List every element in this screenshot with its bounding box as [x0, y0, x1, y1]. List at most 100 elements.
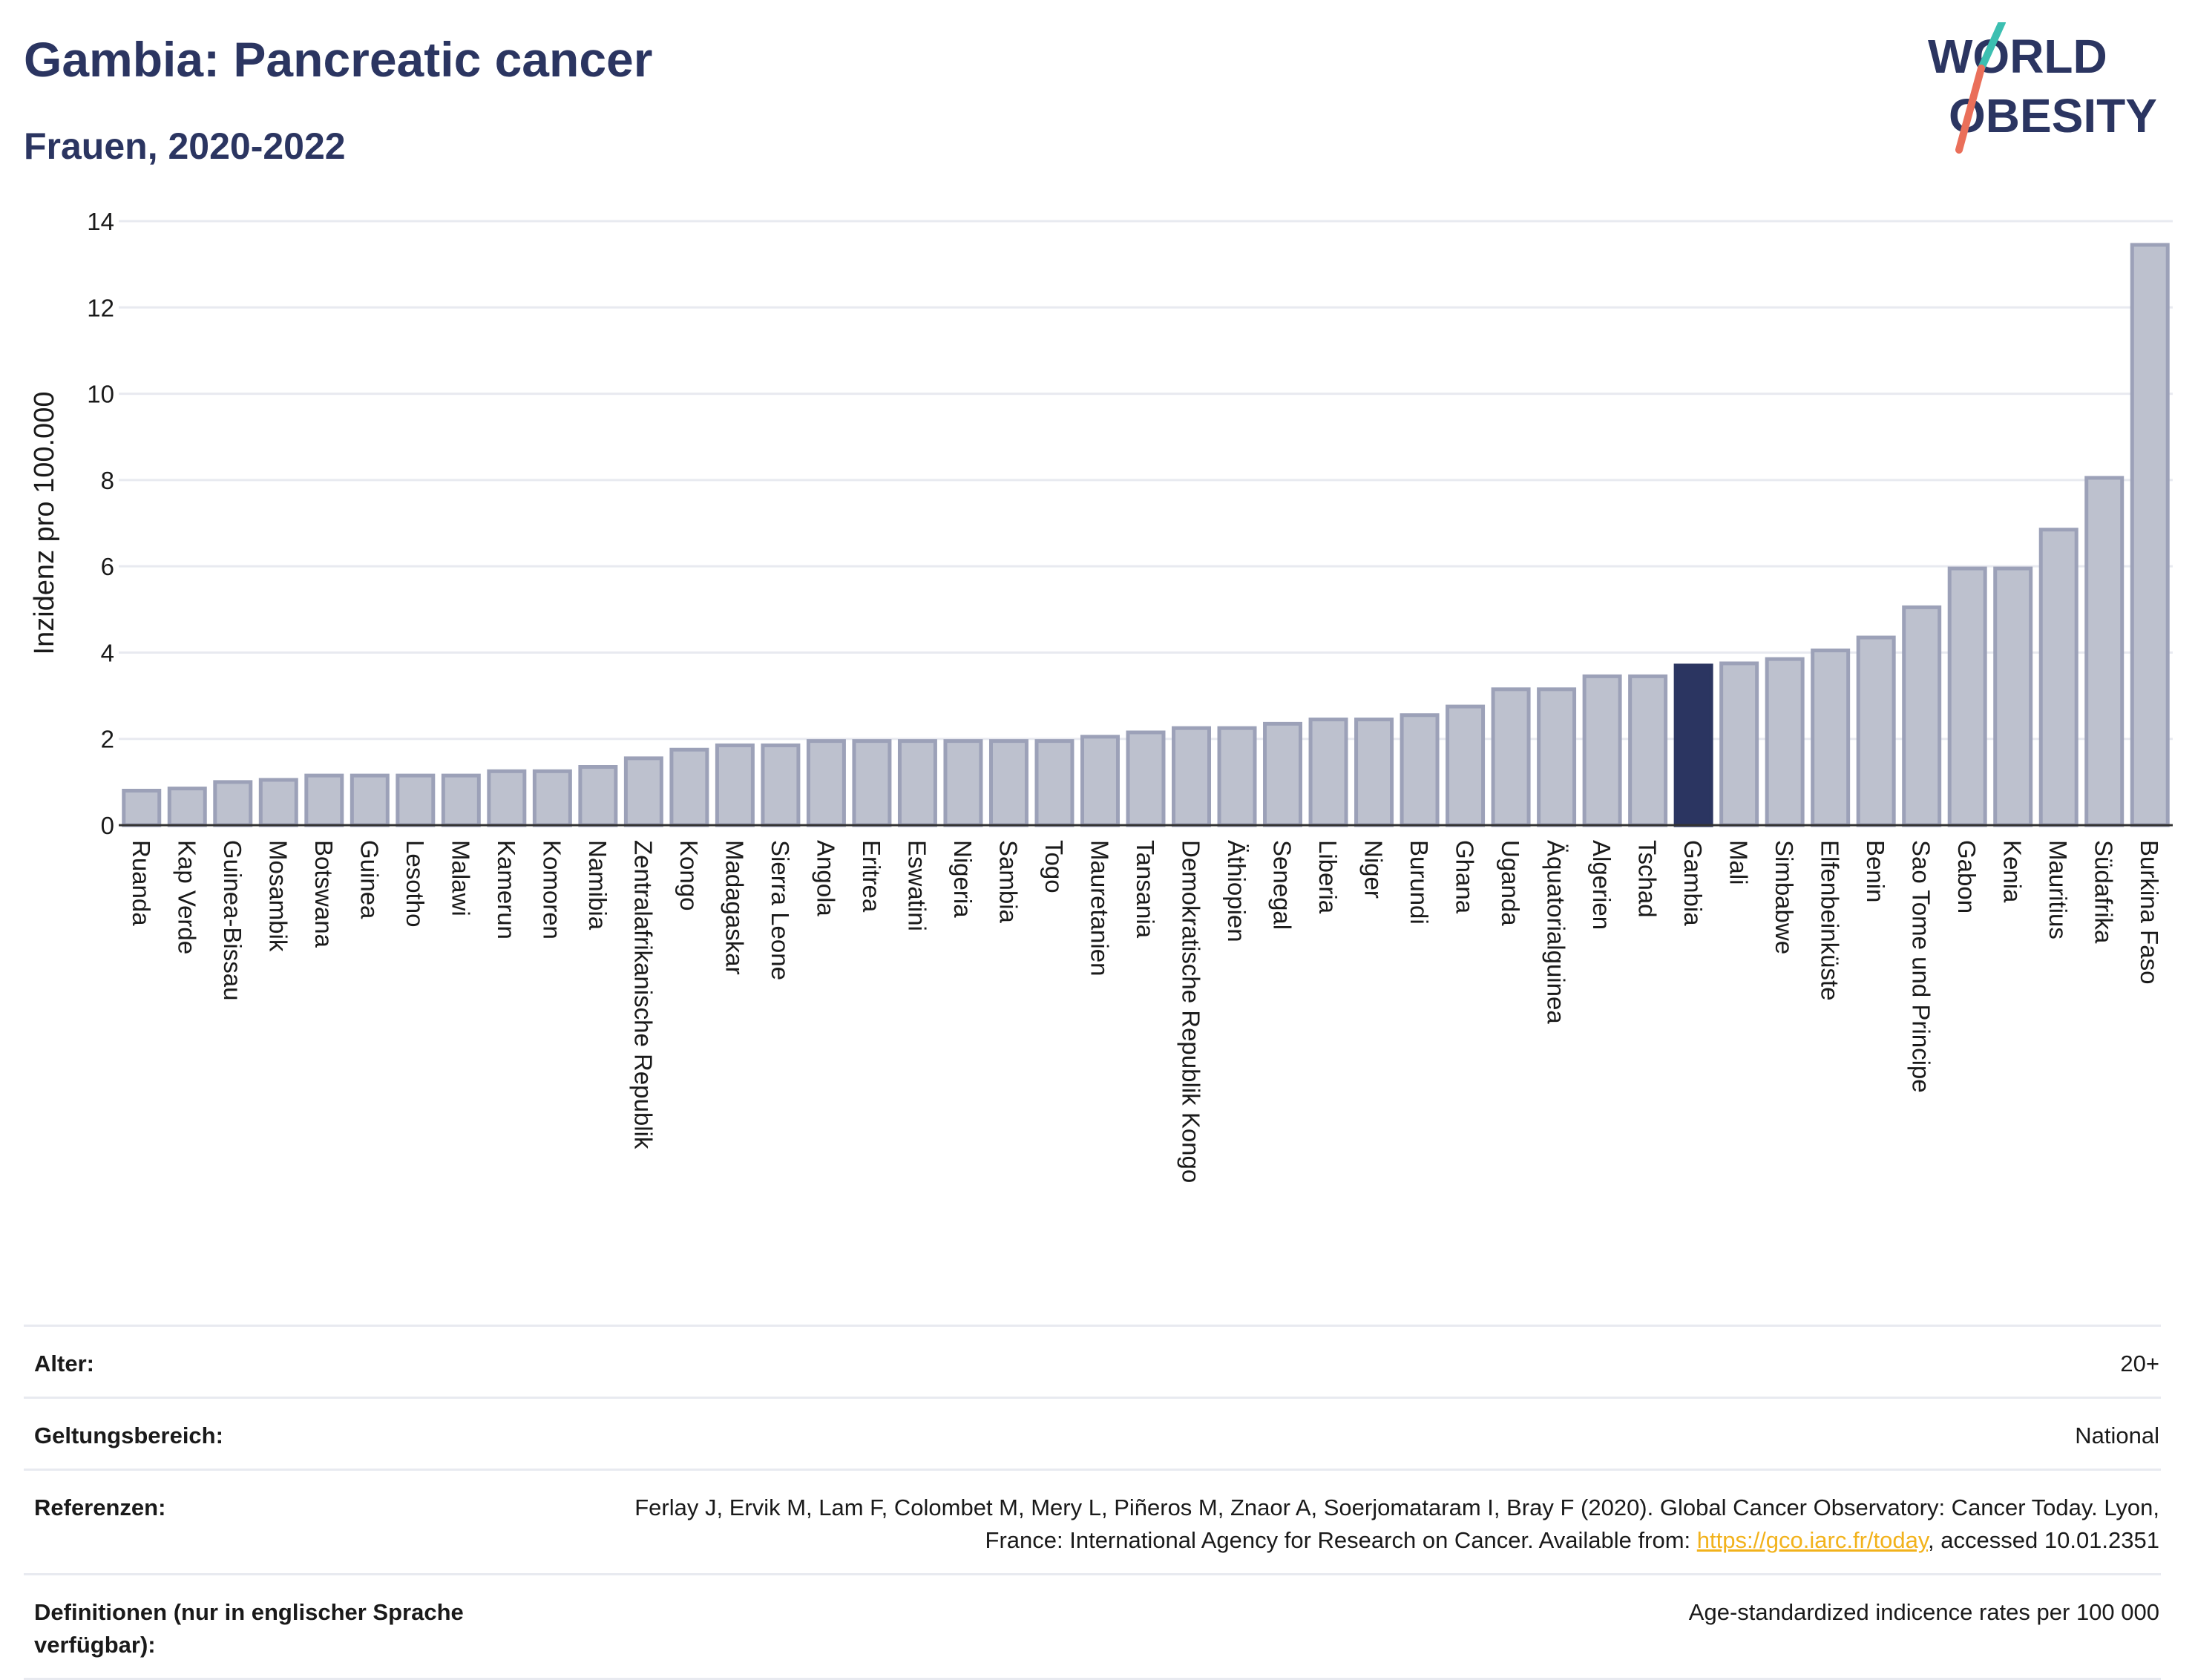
- y-tick-label: 12: [87, 294, 114, 321]
- info-key: Referenzen:: [34, 1494, 166, 1521]
- bar-botswana[interactable]: [304, 773, 344, 827]
- x-tick-label: Guinea-Bissau: [219, 840, 246, 1000]
- logo-slash-top: [1978, 22, 2006, 72]
- bar-sierra-leone[interactable]: [761, 743, 801, 827]
- bar-uganda[interactable]: [1491, 687, 1531, 827]
- bar-sao-tome-und-principe[interactable]: [1902, 605, 1942, 827]
- x-tick-label: Malawi: [447, 840, 474, 916]
- bar-tansania[interactable]: [1126, 730, 1166, 827]
- x-tick-label: Kamerun: [493, 840, 520, 939]
- bar-kap-verde[interactable]: [167, 787, 207, 827]
- x-tick-label: Uganda: [1497, 840, 1524, 926]
- bar-angola[interactable]: [806, 739, 846, 827]
- bar-eswatini[interactable]: [897, 739, 937, 827]
- info-row-age: Alter: 20+: [24, 1325, 2161, 1397]
- bar-zentralafrikanische-republik[interactable]: [623, 756, 663, 827]
- y-tick-label: 2: [101, 726, 114, 753]
- x-tick-label: Mauretanien: [1086, 840, 1113, 976]
- x-tick-label: Kenia: [1999, 840, 2027, 903]
- x-tick-label: Senegal: [1269, 840, 1296, 930]
- bar-mosambik[interactable]: [258, 778, 298, 827]
- x-tick-label: Eritrea: [858, 840, 885, 913]
- bar-niger[interactable]: [1354, 718, 1394, 827]
- x-tick-label: Tansania: [1132, 840, 1159, 939]
- bar-guinea-bissau[interactable]: [213, 780, 253, 827]
- x-tick-label: Burkina Faso: [2136, 840, 2163, 984]
- info-key: Alter:: [34, 1351, 94, 1377]
- bar-tschad[interactable]: [1628, 674, 1668, 827]
- bar-äthiopien[interactable]: [1217, 726, 1257, 827]
- bar-gambia[interactable]: [1673, 663, 1713, 827]
- bar-komoren[interactable]: [532, 769, 572, 827]
- x-tick-label: Zentralafrikanische Republik: [629, 840, 657, 1149]
- bar-nigeria[interactable]: [943, 739, 983, 827]
- world-obesity-logo[interactable]: WORLD OBESITY: [1922, 22, 2182, 160]
- bar-madagaskar[interactable]: [715, 743, 755, 827]
- bar-gabon[interactable]: [1947, 566, 1987, 827]
- x-tick-label: Burundi: [1405, 840, 1433, 925]
- bar-mauritius[interactable]: [2038, 528, 2078, 827]
- reference-link[interactable]: https://gco.iarc.fr/today: [1696, 1527, 1929, 1554]
- bar-namibia[interactable]: [578, 765, 618, 827]
- info-value: 20+: [2120, 1351, 2159, 1377]
- x-tick-label: Mauritius: [2044, 840, 2072, 939]
- bar-kenia[interactable]: [1993, 566, 2033, 827]
- info-value: National: [2075, 1423, 2159, 1449]
- x-tick-label: Angola: [812, 840, 839, 916]
- info-row-definitions: Definitionen (nur in englischer Sprache …: [24, 1573, 2161, 1680]
- bar-burkina-faso[interactable]: [2130, 243, 2170, 827]
- chart-title: Gambia: Pancreatic cancer: [24, 32, 653, 87]
- bar-demokratische-republik-kongo[interactable]: [1172, 726, 1212, 827]
- x-tick-label: Kongo: [675, 840, 703, 910]
- x-tick-label: Guinea: [355, 840, 383, 919]
- bar-elfenbeinküste[interactable]: [1811, 649, 1851, 827]
- reference-text: Ferlay J, Ervik M, Lam F, Colombet M, Me…: [634, 1494, 2159, 1554]
- x-tick-label: Demokratische Republik Kongo: [1178, 840, 1205, 1183]
- bar-sambia[interactable]: [988, 739, 1028, 827]
- bar-südafrika[interactable]: [2084, 476, 2125, 827]
- info-row-scope: Geltungsbereich: National: [24, 1397, 2161, 1469]
- bar-lesotho[interactable]: [396, 773, 436, 827]
- x-tick-label: Togo: [1040, 840, 1068, 893]
- bar-chart: 0 2 4 6 8 10 12 14 Ruanda Kap Verde Guinea-Bissau…: [29, 208, 2173, 1183]
- logo-line-obesity: OBESITY: [1949, 89, 2157, 142]
- bar-eritrea[interactable]: [852, 739, 892, 827]
- bar-kongo[interactable]: [669, 747, 709, 827]
- bar-mali[interactable]: [1719, 661, 1759, 827]
- y-tick-label: 10: [87, 381, 114, 408]
- y-tick-label: 14: [87, 208, 114, 235]
- x-tick-label: Ghana: [1451, 840, 1479, 914]
- bar-kamerun[interactable]: [487, 769, 527, 827]
- x-tick-label: Namibia: [584, 840, 611, 931]
- bar-malawi[interactable]: [441, 773, 481, 827]
- x-tick-label: Sierra Leone: [767, 840, 794, 980]
- bar-ghana[interactable]: [1446, 704, 1486, 827]
- x-tick-label: Sambia: [994, 840, 1022, 924]
- x-tick-label: Algerien: [1588, 840, 1615, 930]
- x-tick-label: Südafrika: [2090, 840, 2118, 944]
- x-tick-label: Gambia: [1679, 840, 1707, 926]
- x-axis-labels: Ruanda Kap Verde Guinea-Bissau Mosambik Bots…: [128, 840, 2163, 1183]
- bar-guinea[interactable]: [350, 773, 390, 827]
- bar-togo[interactable]: [1034, 739, 1074, 827]
- bar-algerien[interactable]: [1582, 674, 1622, 827]
- y-tick-label: 4: [101, 639, 114, 666]
- bar-ruanda[interactable]: [122, 788, 162, 827]
- bar-äquatorialguinea[interactable]: [1537, 687, 1577, 827]
- reference-accessed: , accessed 10.01.2351: [1928, 1527, 2159, 1554]
- logo-line-world: WORLD: [1928, 30, 2107, 83]
- bar-simbabwe[interactable]: [1765, 657, 1805, 827]
- bar-senegal[interactable]: [1263, 721, 1303, 827]
- bar-benin[interactable]: [1856, 635, 1896, 827]
- bar-burundi[interactable]: [1400, 713, 1440, 827]
- x-tick-label: Simbabwe: [1771, 840, 1798, 954]
- x-tick-label: Mali: [1725, 840, 1753, 885]
- bar-liberia[interactable]: [1308, 718, 1348, 827]
- info-key: Geltungsbereich:: [34, 1423, 223, 1449]
- x-tick-label: Liberia: [1314, 840, 1342, 914]
- y-tick-label: 8: [101, 467, 114, 494]
- info-table: Alter: 20+ Geltungsbereich: National Ref…: [24, 1325, 2161, 1680]
- x-tick-label: Sao Tome und Principe: [1908, 840, 1935, 1093]
- info-row-references: Referenzen: Ferlay J, Ervik M, Lam F, Co…: [24, 1469, 2161, 1573]
- bar-mauretanien[interactable]: [1080, 735, 1120, 827]
